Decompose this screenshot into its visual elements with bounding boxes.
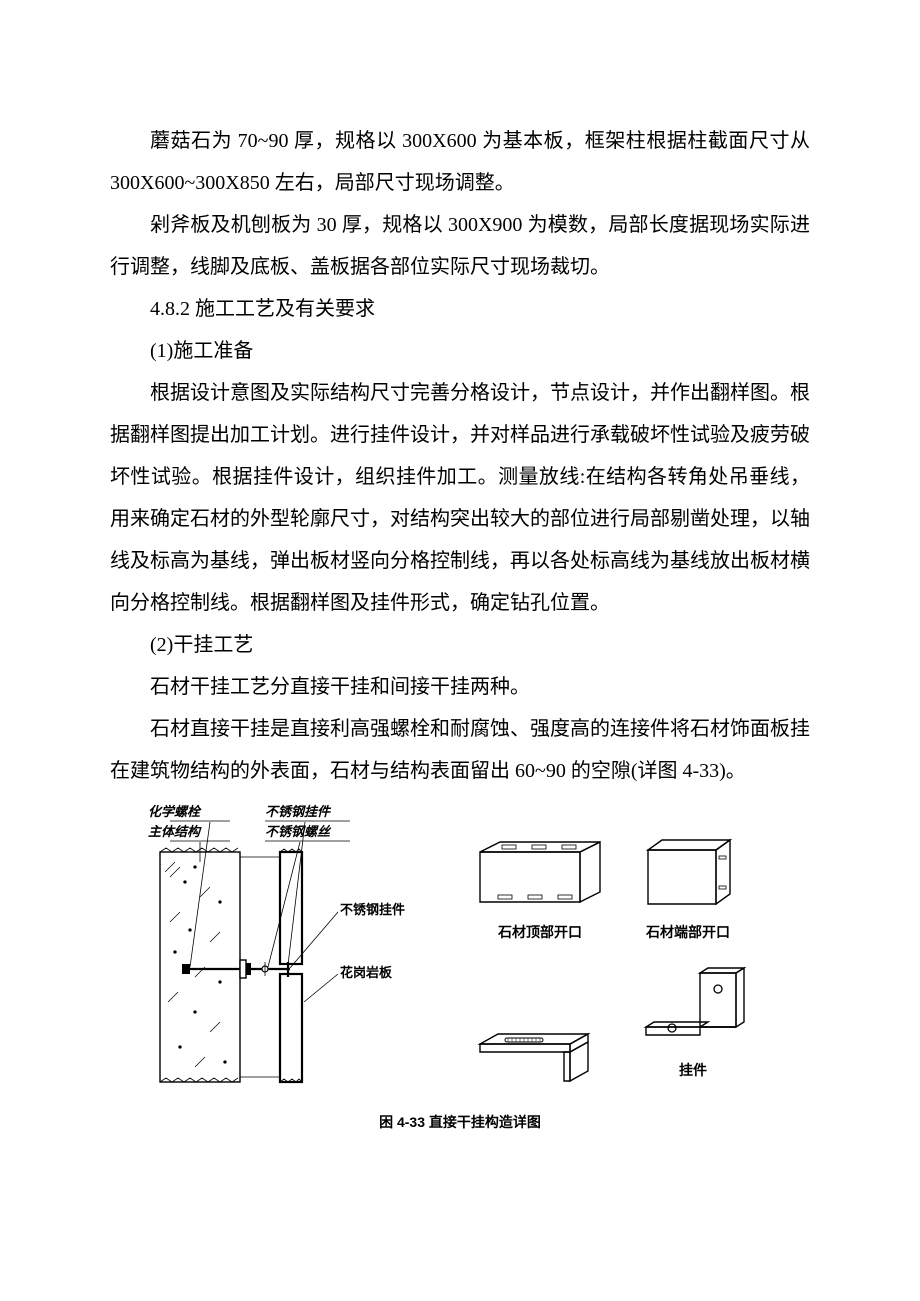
stone-top-slot-icon — [470, 832, 610, 912]
flat-bracket — [470, 1016, 610, 1086]
paragraph: 剁斧板及机刨板为 30 厚，规格以 300X900 为模数，局部长度据现场实际进… — [110, 204, 810, 288]
figure-section-detail: 化学螺栓 主体结构 不锈钢挂件 不锈钢螺丝 — [140, 802, 450, 1102]
svg-text:化学螺栓: 化学螺栓 — [148, 804, 202, 819]
angle-bracket-label: 挂件 — [679, 1056, 707, 1085]
subsection-heading: (2)干挂工艺 — [110, 624, 810, 666]
svg-text:不锈钢挂件: 不锈钢挂件 — [265, 804, 332, 819]
flat-bracket-icon — [470, 1016, 610, 1086]
figure-iso-parts: 石材顶部开口 石材端部开口 — [470, 802, 780, 1086]
svg-text:花岗岩板: 花岗岩板 — [340, 965, 393, 980]
paragraph: 根据设计意图及实际结构尺寸完善分格设计，节点设计，并作出翻样图。根据翻样图提出加… — [110, 372, 810, 624]
stone-top-slot-label: 石材顶部开口 — [498, 918, 582, 947]
subsection-heading: (1)施工准备 — [110, 330, 810, 372]
angle-bracket-icon — [638, 965, 748, 1050]
svg-text:不锈钢挂件: 不锈钢挂件 — [340, 902, 405, 917]
stone-top-slot: 石材顶部开口 — [470, 832, 610, 947]
section-diagram-icon: 化学螺栓 主体结构 不锈钢挂件 不锈钢螺丝 — [140, 802, 430, 1087]
paragraph: 石材直接干挂是直接利高强螺栓和耐腐蚀、强度高的连接件将石材饰面板挂在建筑物结构的… — [110, 708, 810, 792]
figure-caption: 困 4-33 直接干挂构造详图 — [140, 1108, 780, 1137]
stone-end-slot-label: 石材端部开口 — [646, 918, 730, 947]
paragraph: 石材干挂工艺分直接干挂和间接干挂两种。 — [110, 666, 810, 708]
page: 蘑菇石为 70~90 厚，规格以 300X600 为基本板，框架柱根据柱截面尺寸… — [0, 0, 920, 1197]
stone-end-slot: 石材端部开口 — [638, 832, 738, 947]
stone-end-slot-icon — [638, 832, 738, 912]
svg-text:主体结构: 主体结构 — [148, 824, 202, 839]
paragraph: 蘑菇石为 70~90 厚，规格以 300X600 为基本板，框架柱根据柱截面尺寸… — [110, 120, 810, 204]
angle-bracket: 挂件 — [638, 965, 748, 1085]
section-heading: 4.8.2 施工工艺及有关要求 — [110, 288, 810, 330]
figure-4-33: 化学螺栓 主体结构 不锈钢挂件 不锈钢螺丝 — [110, 802, 810, 1137]
svg-text:不锈钢螺丝: 不锈钢螺丝 — [265, 824, 332, 839]
